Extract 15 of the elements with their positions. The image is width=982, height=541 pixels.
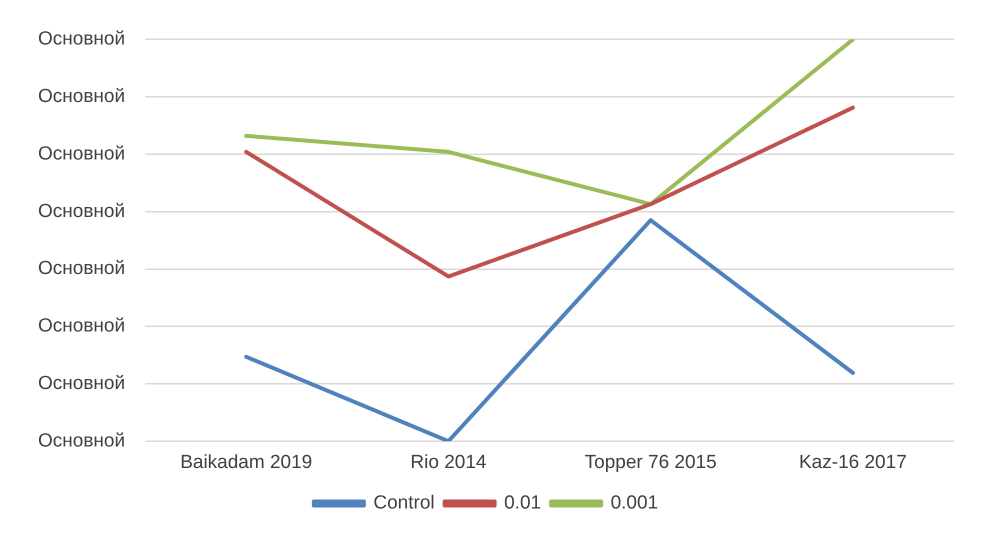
x-tick-label: Baikadam 2019 (180, 452, 312, 473)
text: Основной (38, 258, 126, 280)
text: Основной (38, 200, 126, 222)
x-tick-label: Topper 76 2015 (584, 452, 717, 473)
text: Основной (38, 430, 126, 452)
legend-label: 0.01 (504, 492, 542, 514)
x-tick-label: Kaz-16 2017 (799, 452, 907, 473)
text: Основной (38, 28, 126, 50)
text: Основной (38, 316, 126, 337)
legend-label: Control (373, 492, 435, 514)
text: Основной (38, 86, 126, 108)
x-tick-label: Rio 2014 (410, 452, 487, 473)
text: Основной (38, 373, 126, 394)
legend-label: 0.001 (610, 492, 658, 514)
text: Основной (38, 143, 126, 164)
